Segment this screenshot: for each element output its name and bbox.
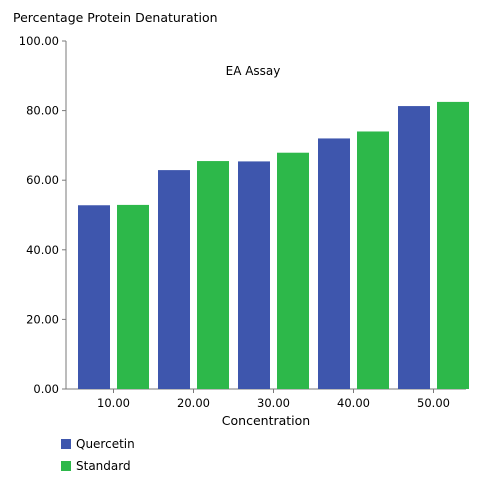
bar-quercetin-3 <box>238 161 270 389</box>
bar-standard-5 <box>437 101 469 390</box>
x-tick-label: 40.00 <box>337 396 370 410</box>
legend-swatch <box>61 461 71 471</box>
bar-quercetin-4 <box>318 138 350 389</box>
chart-annotation: EA Assay <box>226 64 281 78</box>
bars <box>78 101 469 390</box>
bar-standard-4 <box>357 131 389 390</box>
bar-standard-2 <box>197 161 229 389</box>
y-tick-label: 0.00 <box>33 382 59 396</box>
x-tick-label: 50.00 <box>417 396 450 410</box>
x-axis-label: Concentration <box>222 413 310 428</box>
y-tick-label: 40.00 <box>26 243 59 257</box>
legend: Quercetin Standard <box>61 433 135 477</box>
legend-label: Standard <box>76 459 131 473</box>
bar-quercetin-2 <box>158 170 190 389</box>
x-tick-label: 10.00 <box>97 396 130 410</box>
bar-quercetin-5 <box>398 106 430 390</box>
y-tick-label: 20.00 <box>26 312 59 326</box>
legend-item-quercetin: Quercetin <box>61 433 135 455</box>
chart-title: Percentage Protein Denaturation <box>13 10 218 25</box>
legend-swatch <box>61 439 71 449</box>
legend-item-standard: Standard <box>61 455 135 477</box>
y-tick-label: 100.00 <box>19 34 59 48</box>
legend-label: Quercetin <box>76 437 135 451</box>
y-axis-ticks: 0.00 20.00 40.00 60.00 80.00 100.00 <box>19 34 66 396</box>
bar-quercetin-1 <box>78 205 110 389</box>
bar-standard-1 <box>117 204 149 389</box>
x-tick-label: 20.00 <box>177 396 210 410</box>
x-tick-label: 30.00 <box>257 396 290 410</box>
x-axis-ticks: 10.00 20.00 30.00 40.00 50.00 <box>97 389 450 410</box>
y-tick-label: 80.00 <box>26 104 59 118</box>
bar-standard-3 <box>277 152 309 389</box>
y-tick-label: 60.00 <box>26 173 59 187</box>
